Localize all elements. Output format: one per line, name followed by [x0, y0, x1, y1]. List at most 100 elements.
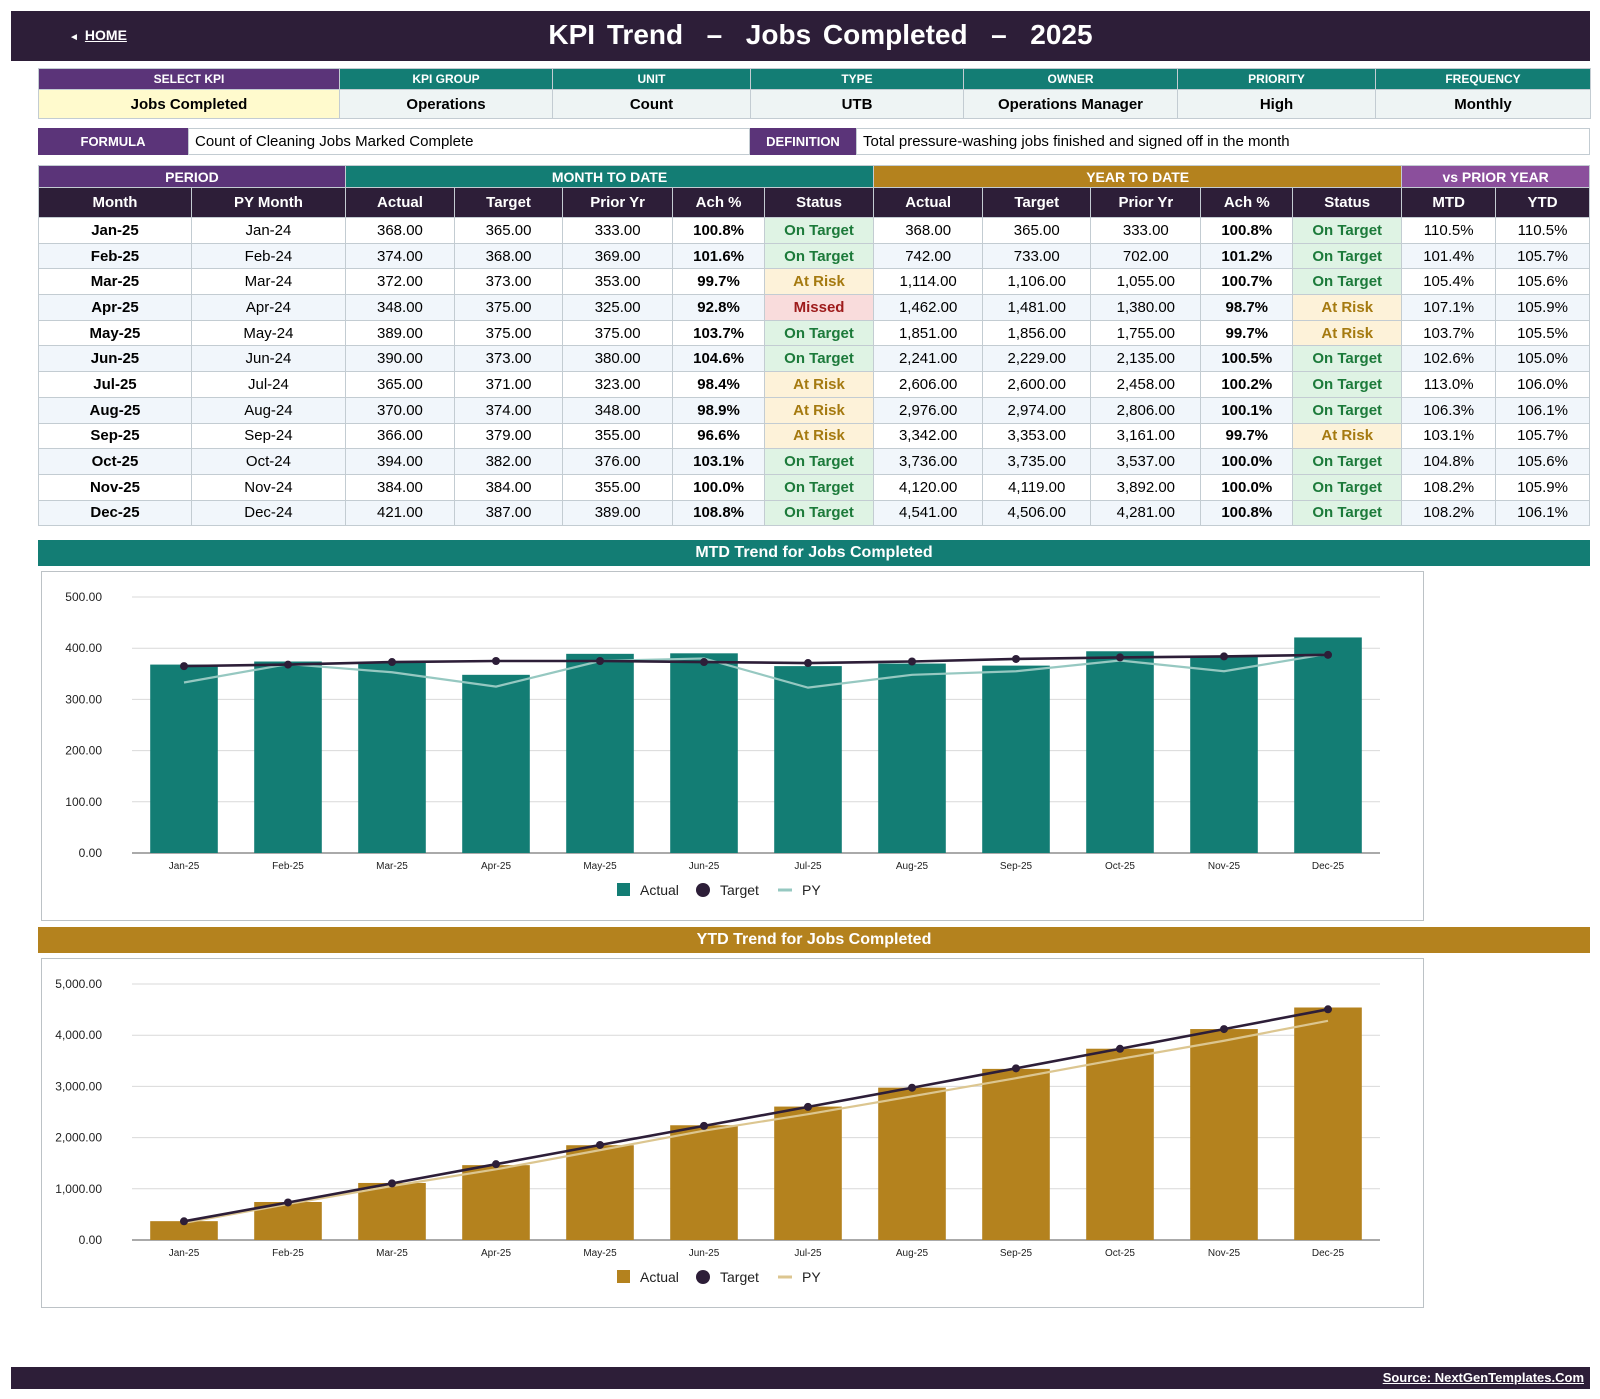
meta-header-kpi-group: KPI GROUP — [339, 68, 553, 90]
meta-header-select-kpi: SELECT KPI — [38, 68, 340, 90]
meta-priority: High — [1177, 89, 1376, 119]
home-label: HOME — [84, 27, 127, 43]
table-cell: 374.00 — [344, 242, 456, 270]
target-point — [1012, 654, 1020, 663]
table-cell: 1,055.00 — [1090, 268, 1202, 296]
target-point — [1012, 1064, 1020, 1073]
status-badge: At Risk — [763, 422, 875, 450]
table-cell: Sep-24 — [190, 422, 346, 450]
table-cell: Apr-24 — [190, 294, 346, 321]
x-tick-label: Jun-25 — [689, 1248, 720, 1259]
table-cell: 387.00 — [453, 499, 564, 527]
status-badge: At Risk — [763, 371, 875, 398]
table-cell: 376.00 — [562, 448, 674, 475]
bar-actual — [150, 664, 218, 853]
target-point — [1116, 1044, 1124, 1053]
table-cell: 4,541.00 — [873, 499, 984, 527]
bar-actual — [358, 1182, 426, 1240]
column-header: Target — [453, 187, 564, 218]
formula-definition-row: FORMULA Count of Cleaning Jobs Marked Co… — [38, 128, 1590, 155]
table-cell: 105.9% — [1495, 473, 1590, 501]
table-cell: 1,755.00 — [1090, 319, 1202, 347]
target-point — [700, 1121, 708, 1130]
x-tick-label: Apr-25 — [481, 1248, 511, 1259]
table-row: Jul-25 Jul-24 365.00 371.00 323.00 98.4% At Ri… — [38, 371, 1590, 398]
bar-actual — [566, 653, 634, 853]
status-badge: On Target — [763, 473, 875, 501]
kpi-select-dropdown[interactable]: Jobs Completed — [38, 89, 340, 119]
table-row: Jan-25 Jan-24 368.00 365.00 333.00 100.8% On T… — [38, 217, 1590, 244]
table-cell: 375.00 — [453, 294, 564, 321]
table-cell: 99.7% — [1200, 422, 1294, 450]
table-cell: 108.2% — [1401, 499, 1497, 527]
meta-header-frequency: FREQUENCY — [1375, 68, 1591, 90]
table-cell: 101.6% — [672, 242, 765, 270]
target-line — [183, 653, 1329, 668]
table-cell: 375.00 — [562, 319, 674, 347]
chart-legend: Actual Target PY — [617, 882, 821, 898]
home-link[interactable]: ◄ HOME — [69, 27, 127, 43]
table-cell: 98.7% — [1200, 294, 1294, 321]
meta-kpi-group: Operations — [339, 89, 553, 119]
table-cell: 1,114.00 — [873, 268, 984, 296]
bar-actual — [774, 666, 842, 853]
column-header-row: Month PY Month Actual Target Prior Yr Ach % St… — [38, 187, 1590, 218]
mtd-chart-svg: 0.00 100.00 200.00 300.00 400.00 500.00 Jan-25… — [65, 590, 1380, 898]
target-point — [908, 657, 916, 666]
legend-target-label: Target — [720, 882, 759, 898]
table-cell: 373.00 — [453, 268, 564, 296]
bar-actual — [150, 1221, 218, 1240]
table-cell: 100.5% — [1200, 345, 1294, 373]
target-point — [804, 1102, 812, 1111]
table-cell: 101.4% — [1401, 242, 1497, 270]
table-cell: 1,851.00 — [873, 319, 984, 347]
table-row: Sep-25 Sep-24 366.00 379.00 355.00 96.6% At Ri… — [38, 422, 1590, 450]
table-cell: 2,241.00 — [873, 345, 984, 373]
x-tick-label: Sep-25 — [1000, 861, 1033, 872]
group-header-mtd: MONTH TO DATE — [344, 165, 875, 188]
table-cell: 100.7% — [1200, 268, 1294, 296]
table-cell: 2,806.00 — [1090, 396, 1202, 424]
bar-actual — [254, 661, 322, 853]
table-cell: 96.6% — [672, 422, 765, 450]
group-header-vs-prior-year: vs PRIOR YEAR — [1401, 165, 1590, 188]
py-line — [183, 1019, 1329, 1225]
table-cell: 108.8% — [672, 499, 765, 527]
column-header: Actual — [873, 187, 984, 218]
mtd-chart-title: MTD Trend for Jobs Completed — [38, 540, 1590, 566]
target-point — [1324, 650, 1332, 659]
table-cell: 106.1% — [1495, 499, 1590, 527]
table-cell: 3,537.00 — [1090, 448, 1202, 475]
status-badge: At Risk — [1292, 294, 1403, 321]
table-cell: 113.0% — [1401, 371, 1497, 398]
target-point — [492, 657, 500, 665]
bar-actual — [462, 1165, 530, 1240]
source-link[interactable]: Source: NextGenTemplates.Com — [1382, 1370, 1584, 1385]
status-badge: On Target — [1292, 345, 1403, 373]
y-tick-label: 4,000.00 — [55, 1028, 102, 1042]
y-tick-label: 3,000.00 — [55, 1079, 102, 1093]
table-cell: 370.00 — [344, 396, 456, 424]
meta-unit: Count — [552, 89, 751, 119]
bar-actual — [670, 653, 738, 853]
table-cell: 103.7% — [1401, 319, 1497, 347]
table-cell: 4,281.00 — [1090, 499, 1202, 527]
target-point — [180, 1217, 188, 1226]
target-point — [804, 659, 812, 668]
table-cell: 325.00 — [562, 294, 674, 321]
table-cell: Mar-24 — [190, 268, 346, 296]
table-cell: 104.6% — [672, 345, 765, 373]
table-cell: 371.00 — [453, 371, 564, 398]
column-header: YTD — [1495, 187, 1590, 218]
target-point — [1116, 653, 1124, 662]
y-tick-label: 100.00 — [65, 795, 102, 809]
x-tick-label: Oct-25 — [1105, 861, 1135, 872]
table-cell: 372.00 — [344, 268, 456, 296]
table-cell: 100.2% — [1200, 371, 1294, 398]
status-badge: On Target — [1292, 217, 1403, 244]
table-cell: 104.8% — [1401, 448, 1497, 475]
table-cell: Jun-25 — [38, 345, 192, 373]
bar-actual — [982, 1068, 1050, 1240]
table-cell: 105.6% — [1495, 448, 1590, 475]
table-row: Apr-25 Apr-24 348.00 375.00 325.00 92.8% Misse… — [38, 294, 1590, 321]
